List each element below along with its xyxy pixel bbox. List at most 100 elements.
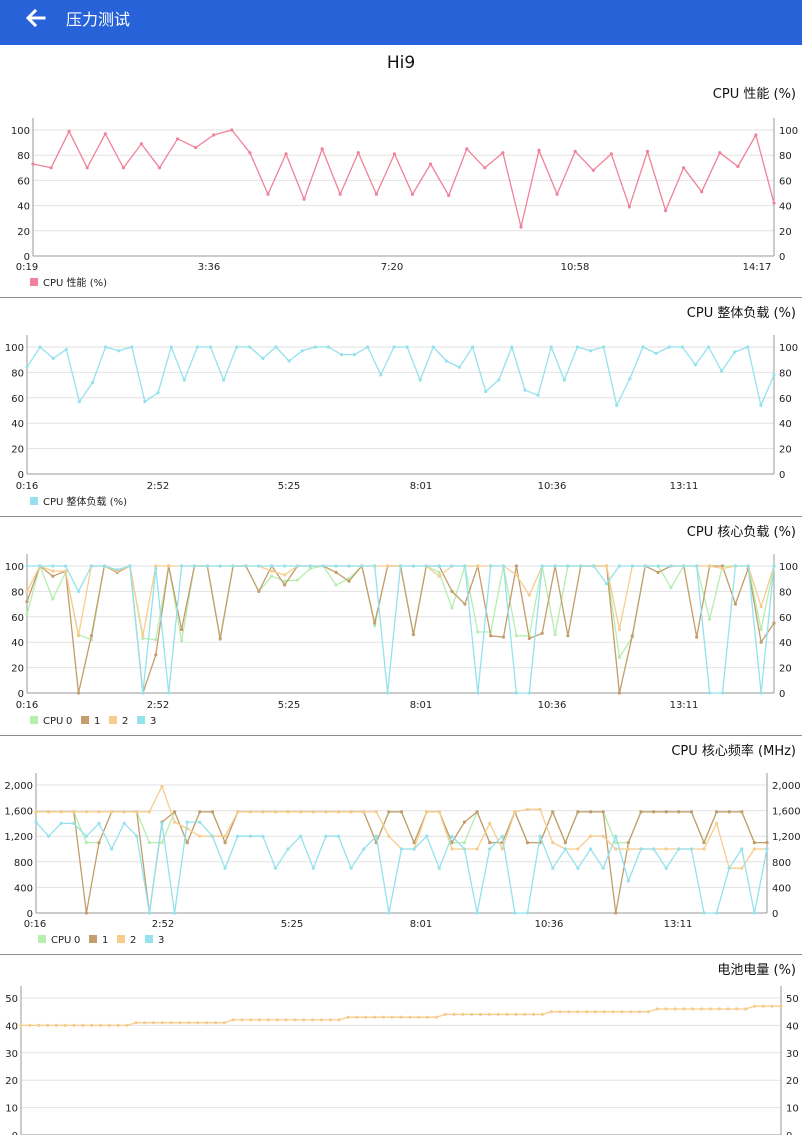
legend-swatch bbox=[137, 716, 145, 724]
data-point bbox=[532, 1012, 536, 1016]
data-point bbox=[652, 810, 656, 814]
data-point bbox=[562, 378, 566, 382]
data-point bbox=[673, 1007, 677, 1011]
data-point bbox=[387, 834, 391, 838]
data-point bbox=[740, 847, 744, 851]
data-point bbox=[185, 820, 189, 824]
data-point bbox=[192, 564, 196, 568]
x-tick-label: 2:52 bbox=[147, 481, 169, 492]
data-point bbox=[431, 345, 435, 349]
data-point bbox=[283, 583, 287, 587]
data-point bbox=[223, 841, 227, 845]
y-tick-label-left: 60 bbox=[11, 394, 24, 405]
data-point bbox=[353, 353, 357, 357]
data-point bbox=[699, 1007, 704, 1011]
data-point bbox=[141, 634, 145, 638]
back-arrow-icon[interactable] bbox=[22, 4, 50, 32]
data-point bbox=[483, 166, 487, 170]
data-point bbox=[462, 847, 467, 851]
divider bbox=[0, 954, 802, 955]
x-tick-label: 3:36 bbox=[198, 262, 220, 273]
data-point bbox=[248, 810, 252, 814]
data-point bbox=[392, 345, 396, 349]
legend-label: 1 bbox=[94, 716, 100, 727]
data-point bbox=[222, 378, 226, 382]
data-point bbox=[116, 1023, 120, 1027]
app-bar: 压力测试 bbox=[0, 0, 802, 45]
y-tick-label-left: 80 bbox=[11, 368, 24, 379]
legend-swatch bbox=[81, 716, 89, 724]
y-tick-label-left: 10 bbox=[5, 1104, 18, 1115]
y-tick-label-right: 0 bbox=[779, 470, 785, 481]
data-point bbox=[576, 1010, 580, 1014]
data-point bbox=[488, 821, 492, 825]
y-tick-label-left: 20 bbox=[17, 227, 30, 238]
data-point bbox=[514, 634, 519, 638]
x-tick-label: 5:25 bbox=[278, 481, 300, 492]
data-point bbox=[160, 821, 164, 825]
data-point bbox=[157, 166, 162, 170]
data-point bbox=[160, 841, 164, 845]
data-point bbox=[626, 841, 631, 845]
data-point bbox=[311, 866, 315, 870]
data-point bbox=[169, 1021, 173, 1025]
legend-swatch bbox=[30, 278, 38, 286]
data-point bbox=[261, 810, 265, 814]
data-point bbox=[576, 847, 580, 851]
data-point bbox=[488, 847, 492, 851]
data-point bbox=[735, 1007, 739, 1011]
y-tick-label-left: 2,000 bbox=[4, 781, 33, 792]
legend-swatch bbox=[38, 935, 46, 943]
x-tick-label: 13:11 bbox=[664, 919, 693, 930]
data-point bbox=[736, 164, 740, 169]
data-point bbox=[107, 1023, 111, 1027]
data-point bbox=[299, 834, 303, 838]
data-point bbox=[25, 600, 29, 604]
x-tick-label: 2:52 bbox=[152, 919, 174, 930]
data-point bbox=[514, 564, 519, 568]
y-tick-label-left: 800 bbox=[14, 858, 33, 869]
legend-label: 1 bbox=[102, 935, 108, 946]
data-point bbox=[576, 810, 580, 814]
series-line-0 bbox=[26, 346, 775, 407]
data-point bbox=[752, 1004, 757, 1008]
data-point bbox=[176, 137, 180, 141]
data-point bbox=[424, 564, 428, 568]
data-point bbox=[355, 1015, 359, 1019]
series-line-0 bbox=[36, 811, 767, 844]
data-point bbox=[399, 1015, 403, 1019]
data-point bbox=[450, 834, 454, 838]
data-point bbox=[319, 1018, 324, 1022]
data-point bbox=[198, 820, 202, 824]
data-point bbox=[122, 821, 126, 825]
data-point bbox=[98, 1023, 103, 1027]
data-point bbox=[180, 627, 184, 632]
data-point bbox=[302, 197, 306, 201]
data-point bbox=[45, 1023, 50, 1027]
data-point bbox=[81, 1023, 85, 1027]
data-point bbox=[72, 821, 76, 825]
data-point bbox=[25, 589, 29, 593]
data-point bbox=[664, 847, 668, 851]
data-point bbox=[551, 841, 555, 845]
y-tick-label-right: 0 bbox=[772, 909, 778, 920]
data-point bbox=[695, 564, 699, 568]
data-point bbox=[51, 564, 55, 568]
y-tick-label-right: 1,200 bbox=[772, 832, 801, 843]
y-tick-label-right: 400 bbox=[772, 883, 791, 894]
data-point bbox=[387, 911, 391, 915]
data-point bbox=[67, 129, 71, 133]
data-point bbox=[235, 345, 239, 349]
data-point bbox=[364, 1015, 368, 1019]
data-point bbox=[336, 810, 341, 814]
data-point bbox=[770, 1004, 774, 1008]
data-point bbox=[589, 834, 593, 838]
data-point bbox=[733, 602, 738, 606]
data-point bbox=[19, 1023, 23, 1027]
legend-swatch bbox=[89, 935, 97, 943]
cpu-overall-load-panel: CPU 整体负载 (%) 0 0 20 20 40 40 60 60 80 80 100 100 0:16… bbox=[0, 298, 802, 515]
data-point bbox=[338, 192, 342, 196]
data-point bbox=[390, 1015, 394, 1019]
data-point bbox=[258, 1018, 262, 1022]
data-point bbox=[418, 378, 422, 382]
